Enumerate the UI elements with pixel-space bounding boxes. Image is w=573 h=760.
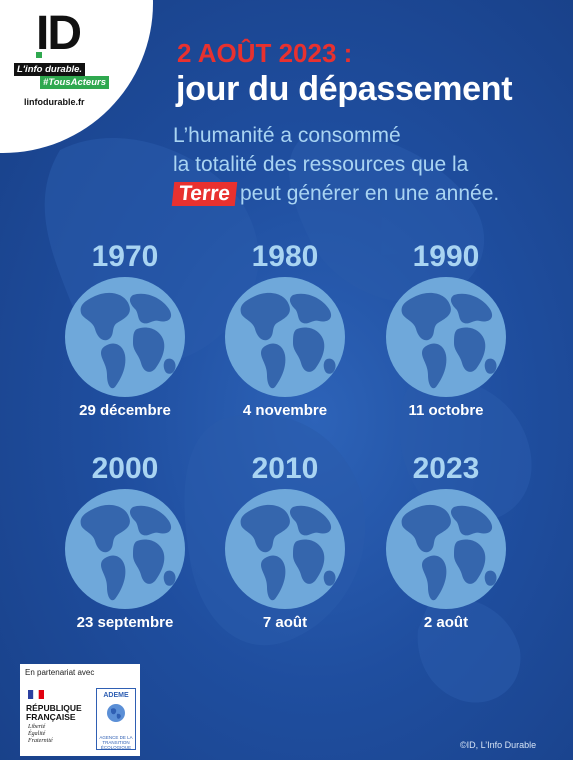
year-label: 1990 [412,240,480,273]
logo-tagline: L'info durable. [14,63,86,76]
republique-francaise: RÉPUBLIQUE FRANÇAISE [26,703,82,722]
logo-hashtag: #TousActeurs [40,76,109,89]
ademe-logo: ADEME AGENCE DE LA TRANSITION ÉCOLOGIQUE [96,688,136,750]
globe-icon [65,277,185,397]
logo-url: linfodurable.fr [24,97,85,107]
rf-motto-3: Fraternité [28,738,53,744]
overshoot-date: 2 août [423,614,469,631]
partner-label: En partenariat avec [25,668,95,677]
globe-icon [386,489,506,609]
subtitle-line-2: la totalité des ressources que la [173,153,469,176]
year-label: 2000 [91,452,159,485]
ademe-globe-icon [107,704,125,722]
french-flag-icon [28,690,44,699]
overshoot-date: 23 septembre [76,614,174,631]
year-label: 1980 [251,240,319,273]
ademe-subtitle: AGENCE DE LA TRANSITION ÉCOLOGIQUE [99,735,133,750]
year-label: 2010 [251,452,319,485]
subtitle-line-3: Terre peut générer en une année. [171,182,500,206]
brand-logo: ID L'info durable. #TousActeurs linfodur… [0,0,153,153]
ademe-name: ADEME [103,692,129,699]
globe-icon [386,277,506,397]
overshoot-date: 4 novembre [242,402,328,419]
partner-box: En partenariat avec RÉPUBLIQUE FRANÇAISE… [20,664,140,756]
logo-mark: ID [36,7,82,60]
overshoot-date: 7 août [262,614,308,631]
overshoot-date: 29 décembre [79,402,171,419]
subtitle-line-1: L’humanité a consommé [173,124,401,147]
year-label: 1970 [91,240,159,273]
logo-accent [36,52,42,58]
year-label: 2023 [412,452,480,485]
rf-motto-2: Égalité [28,731,46,737]
overshoot-date: 11 octobre [408,402,484,419]
subtitle-line-3-rest: peut générer en une année. [239,182,500,205]
headline-title: jour du dépassement [176,70,513,108]
terre-highlight: Terre [171,182,238,206]
rf-motto: Liberté Égalité Fraternité [28,724,53,745]
rf-motto-1: Liberté [28,724,46,730]
headline-date: 2 AOÛT 2023 : [177,38,353,68]
globe-icon [225,489,345,609]
globe-icon [225,277,345,397]
globe-icon [65,489,185,609]
credit: ©ID, L’Info Durable [460,740,537,750]
